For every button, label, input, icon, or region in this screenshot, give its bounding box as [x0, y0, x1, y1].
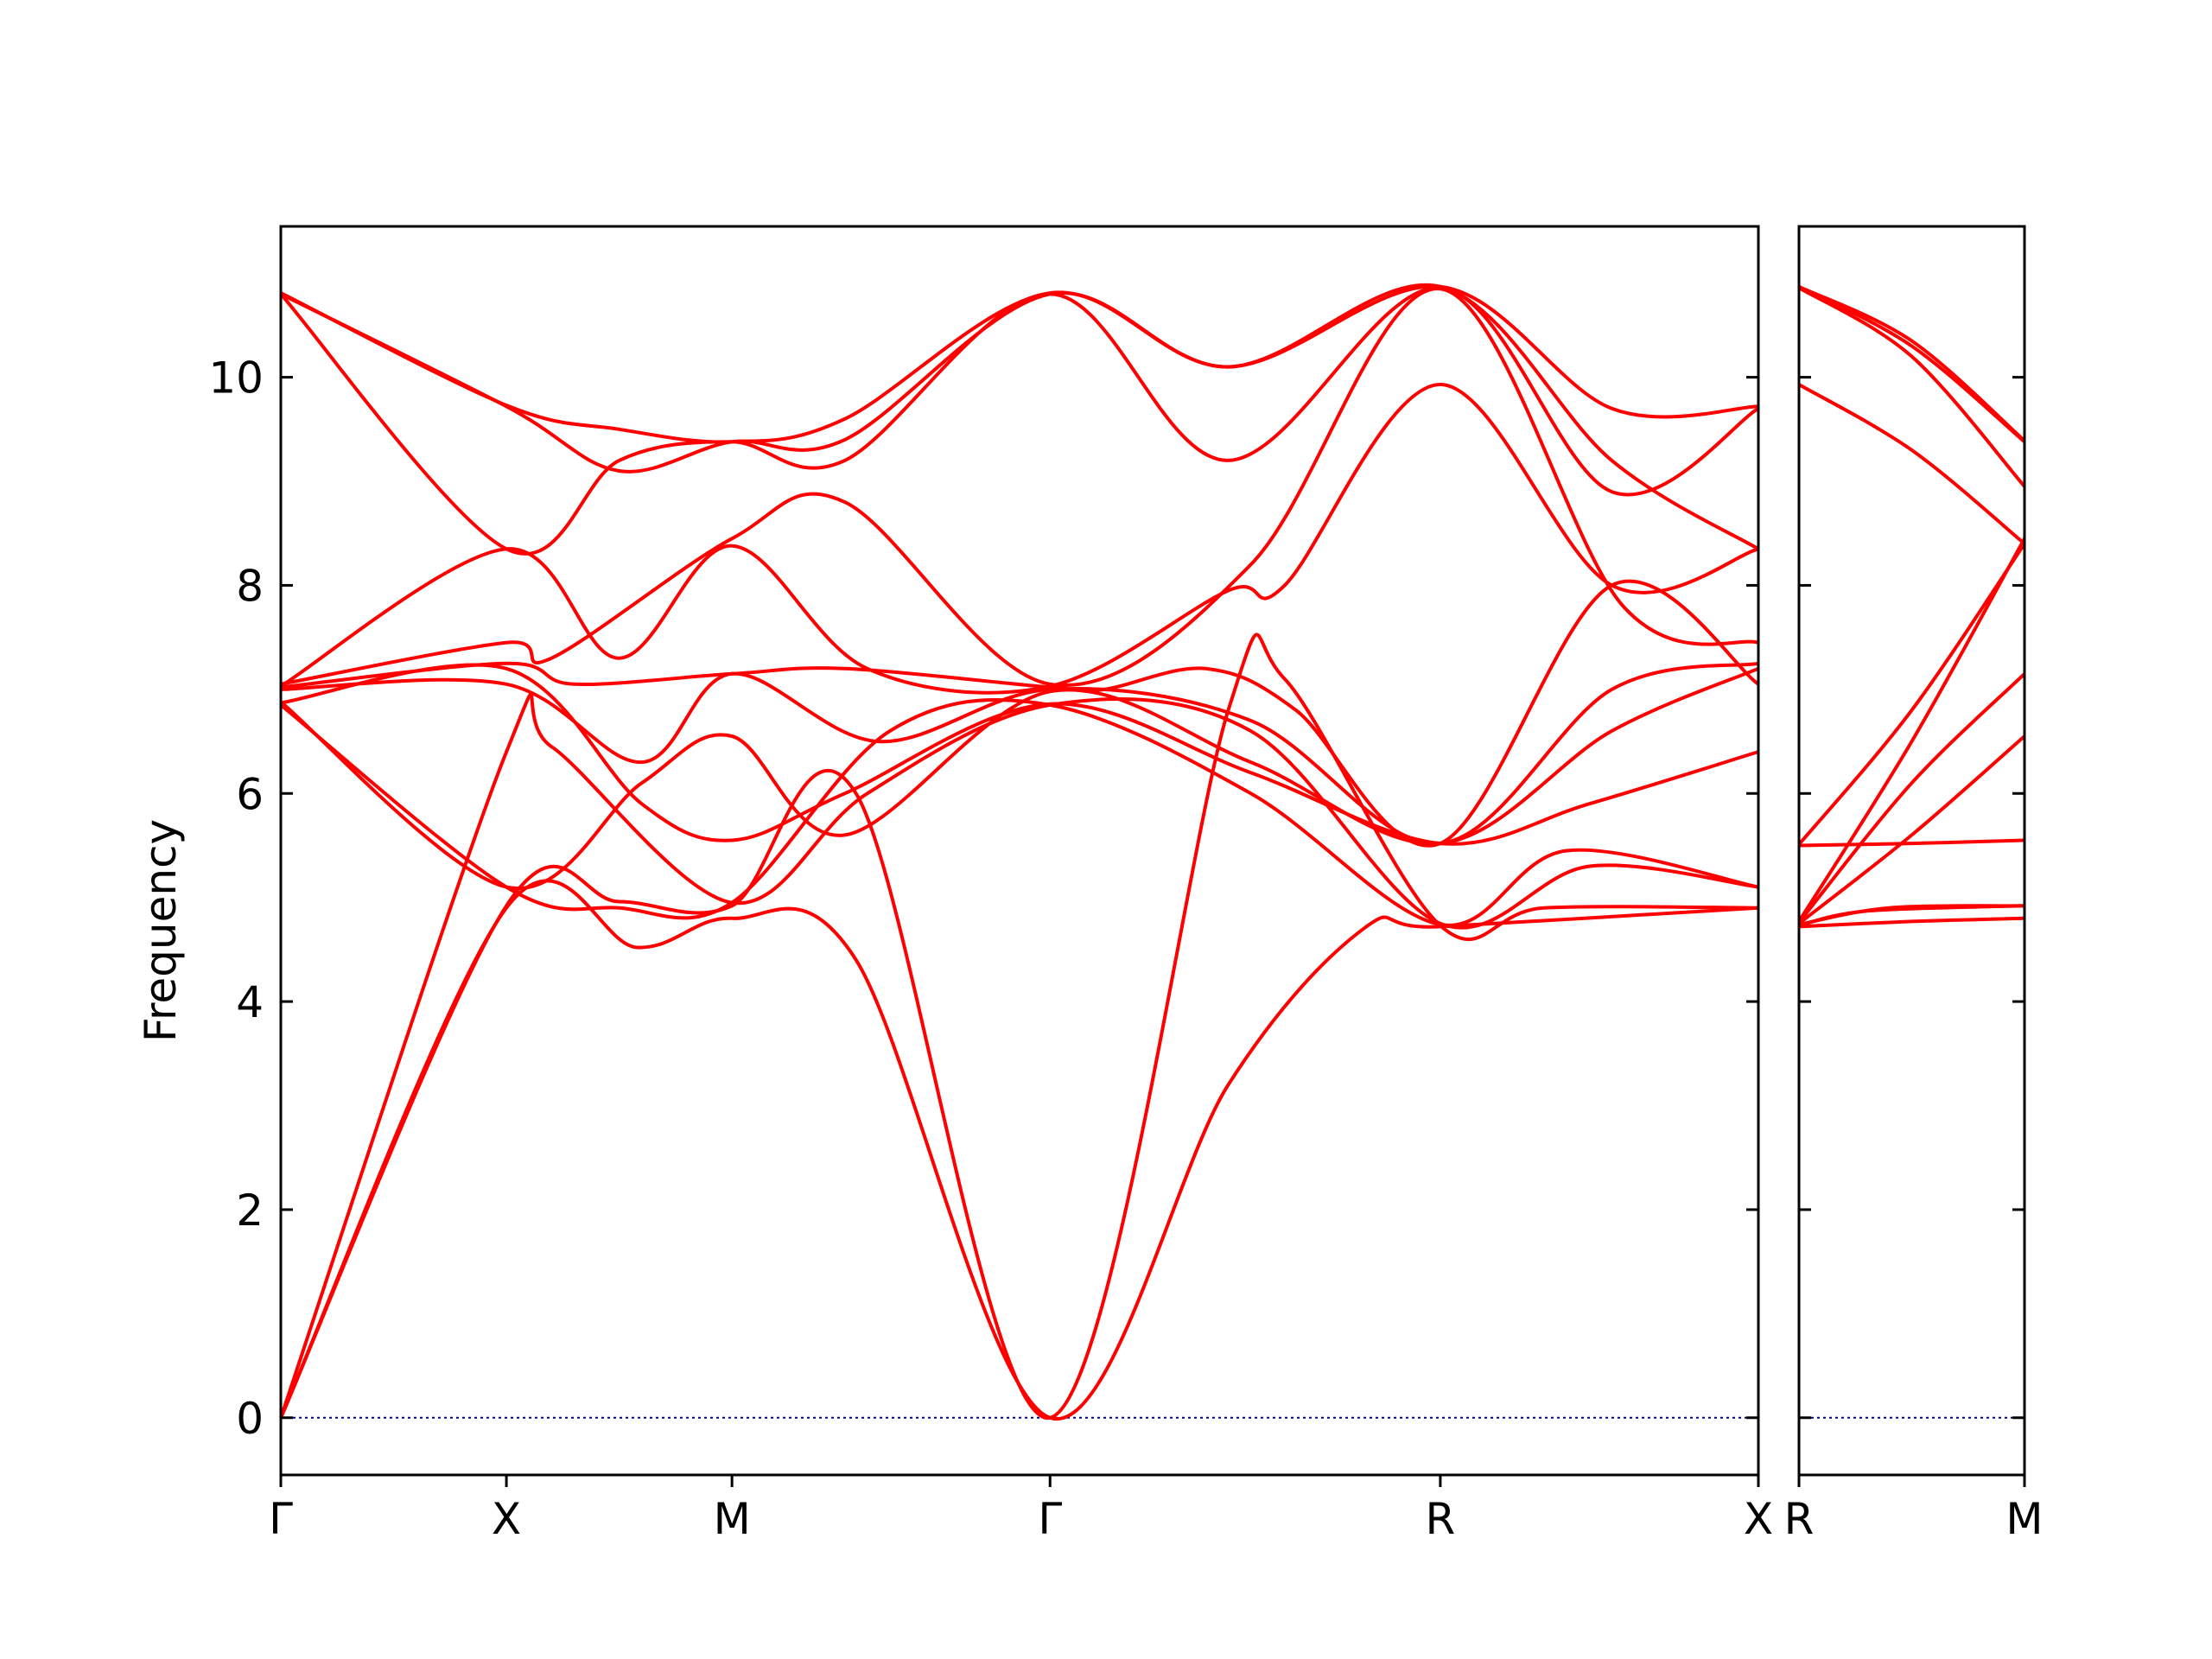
series-line-3: [1798, 904, 2025, 926]
series-line-1: [279, 879, 1759, 1421]
y-tick-label: 4: [236, 977, 264, 1027]
y-tick-label: 8: [236, 561, 264, 611]
x-tick-label-6: X: [1744, 1494, 1773, 1544]
series-line-10: [1797, 286, 2026, 488]
series-line-8: [280, 579, 1760, 848]
y-tick-label: 6: [236, 769, 264, 819]
series-line-11: [1798, 285, 2026, 443]
series-line-11: [279, 285, 1760, 556]
series-line-9: [279, 383, 1759, 695]
series-line-5: [280, 663, 1759, 846]
panel-1: 0 2 4 6 8 10 Γ X M Γ R X: [208, 225, 1773, 1544]
series-line-10: [280, 287, 1759, 688]
series-line-7: [280, 661, 1759, 846]
plot-frame: [279, 225, 1760, 1477]
y-tick-label: 0: [236, 1394, 264, 1444]
y-tick-label: 2: [236, 1185, 264, 1236]
series-line-12: [280, 283, 1760, 551]
series-line-3: [279, 692, 1759, 1419]
x-tick-label-4: Γ: [1038, 1494, 1062, 1544]
plot-frame: [1797, 225, 2026, 1477]
x-tick-label-2: M: [2005, 1494, 2043, 1544]
x-tick-label-1: Γ: [269, 1494, 293, 1544]
series-line-7: [1797, 543, 2026, 846]
series-line-12: [1798, 284, 2026, 442]
x-tick-label-1: R: [1784, 1494, 1815, 1544]
x-tick-label-3: M: [714, 1494, 751, 1544]
series-line-2: [279, 632, 1759, 1420]
series-line-4: [279, 697, 1759, 927]
series-line-5: [1797, 672, 2026, 924]
x-tick-label-2: X: [492, 1494, 521, 1544]
y-axis-label: Frequency: [136, 819, 186, 1042]
series-line-6: [1798, 838, 2025, 848]
y-tick-label: 10: [208, 353, 264, 404]
series-line-13: [280, 284, 1759, 444]
series-line-6: [279, 666, 1759, 891]
x-tick-label-5: R: [1426, 1494, 1456, 1544]
series-line-9: [1797, 383, 2026, 545]
series-line-8: [1797, 537, 2026, 923]
series-line-4: [1797, 734, 2026, 925]
series-line-1: [1798, 916, 2025, 929]
